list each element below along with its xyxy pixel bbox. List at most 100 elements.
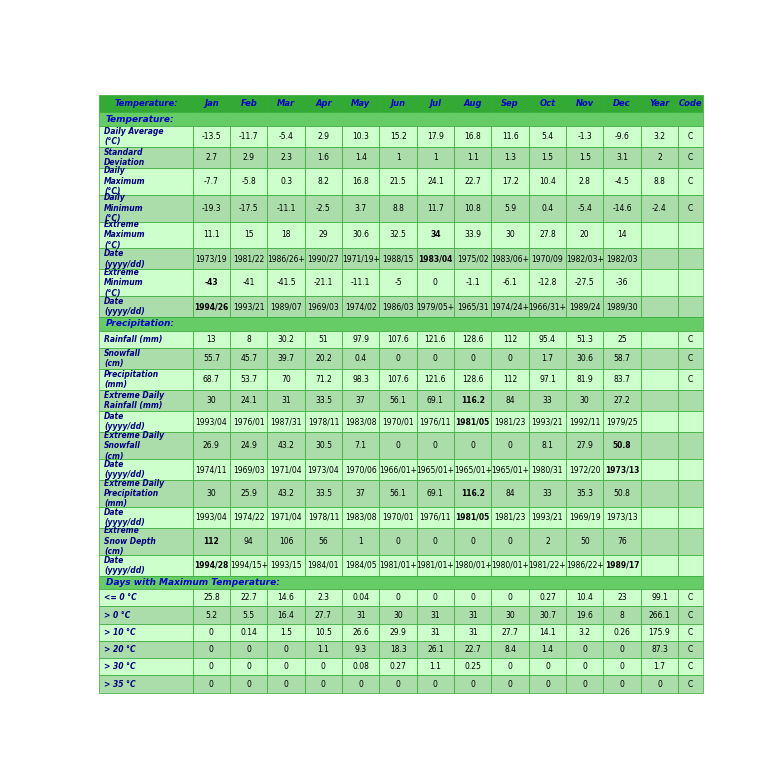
Text: 51.3: 51.3	[576, 335, 594, 344]
Bar	[99, 390, 193, 411]
Bar	[193, 480, 230, 507]
Bar	[678, 658, 703, 675]
Text: 13: 13	[207, 335, 216, 344]
Text: 43.2: 43.2	[278, 489, 294, 498]
Bar	[417, 126, 454, 147]
Text: -2.5: -2.5	[316, 204, 330, 213]
Text: 0: 0	[395, 679, 401, 689]
Text: 112: 112	[503, 375, 518, 384]
Bar	[305, 589, 342, 607]
Bar	[454, 222, 492, 248]
Bar	[454, 348, 492, 369]
Text: 37: 37	[356, 396, 366, 405]
Text: 17.9: 17.9	[427, 132, 444, 141]
Text: 30: 30	[505, 611, 515, 619]
Bar	[268, 641, 305, 658]
Bar	[193, 126, 230, 147]
Text: 1: 1	[433, 153, 438, 162]
Bar	[380, 168, 417, 195]
Bar	[678, 432, 703, 459]
Text: 1981/23: 1981/23	[494, 417, 526, 426]
Bar	[640, 195, 678, 222]
Bar	[230, 607, 268, 624]
Text: 0: 0	[471, 354, 475, 363]
Bar	[230, 432, 268, 459]
Bar	[230, 528, 268, 555]
Bar	[193, 369, 230, 390]
Text: 24.1: 24.1	[240, 396, 257, 405]
Bar	[529, 624, 566, 641]
Bar	[566, 624, 604, 641]
Bar	[230, 641, 268, 658]
Text: 2.3: 2.3	[280, 153, 292, 162]
Bar	[193, 624, 230, 641]
Text: 16.4: 16.4	[278, 611, 294, 619]
Text: 2.9: 2.9	[243, 153, 254, 162]
Bar	[640, 222, 678, 248]
Bar	[492, 248, 529, 269]
Text: 71.2: 71.2	[315, 375, 332, 384]
Text: 45.7: 45.7	[240, 354, 258, 363]
Bar	[678, 296, 703, 317]
Text: 0: 0	[619, 679, 625, 689]
Text: 32.5: 32.5	[390, 230, 406, 239]
Text: 27.2: 27.2	[614, 396, 630, 405]
Bar	[492, 269, 529, 296]
Text: 0: 0	[283, 662, 288, 672]
Bar	[230, 411, 268, 432]
Text: 107.6: 107.6	[388, 335, 409, 344]
Bar	[99, 126, 193, 147]
Text: Feb: Feb	[240, 99, 257, 108]
Text: 1.3: 1.3	[504, 153, 516, 162]
Bar	[492, 126, 529, 147]
Text: 10.5: 10.5	[315, 628, 332, 636]
Text: 3.2: 3.2	[579, 628, 590, 636]
Bar	[529, 369, 566, 390]
Bar	[640, 658, 678, 675]
Text: Jul: Jul	[429, 99, 442, 108]
Bar	[268, 658, 305, 675]
Text: 1971/04: 1971/04	[270, 465, 302, 474]
Bar	[604, 331, 640, 348]
Text: 20.2: 20.2	[315, 354, 332, 363]
Text: -9.6: -9.6	[615, 132, 630, 141]
Bar	[380, 95, 417, 112]
Text: 0: 0	[471, 537, 475, 546]
Bar	[99, 576, 703, 589]
Bar	[99, 296, 193, 317]
Bar	[380, 607, 417, 624]
Text: 16.8: 16.8	[464, 132, 481, 141]
Bar	[342, 147, 380, 168]
Bar	[99, 555, 193, 576]
Bar	[417, 528, 454, 555]
Bar	[99, 411, 193, 432]
Bar	[380, 296, 417, 317]
Text: C: C	[688, 335, 693, 344]
Text: -6.1: -6.1	[503, 278, 518, 287]
Bar	[566, 607, 604, 624]
Bar	[529, 269, 566, 296]
Bar	[417, 296, 454, 317]
Text: 0: 0	[545, 679, 550, 689]
Text: 24.9: 24.9	[240, 441, 257, 450]
Bar	[305, 168, 342, 195]
Text: 1.5: 1.5	[280, 628, 292, 636]
Text: Code: Code	[679, 99, 702, 108]
Text: 0: 0	[507, 441, 513, 450]
Bar	[566, 147, 604, 168]
Text: -17.5: -17.5	[239, 204, 258, 213]
Bar	[230, 195, 268, 222]
Text: 0: 0	[321, 679, 326, 689]
Text: 0: 0	[247, 679, 251, 689]
Bar	[380, 411, 417, 432]
Bar	[342, 369, 380, 390]
Bar	[678, 126, 703, 147]
Bar	[678, 369, 703, 390]
Text: 81.9: 81.9	[576, 375, 594, 384]
Text: 11.1: 11.1	[203, 230, 220, 239]
Bar	[230, 555, 268, 576]
Bar	[417, 390, 454, 411]
Text: 0: 0	[619, 645, 625, 654]
Bar	[305, 331, 342, 348]
Bar	[640, 528, 678, 555]
